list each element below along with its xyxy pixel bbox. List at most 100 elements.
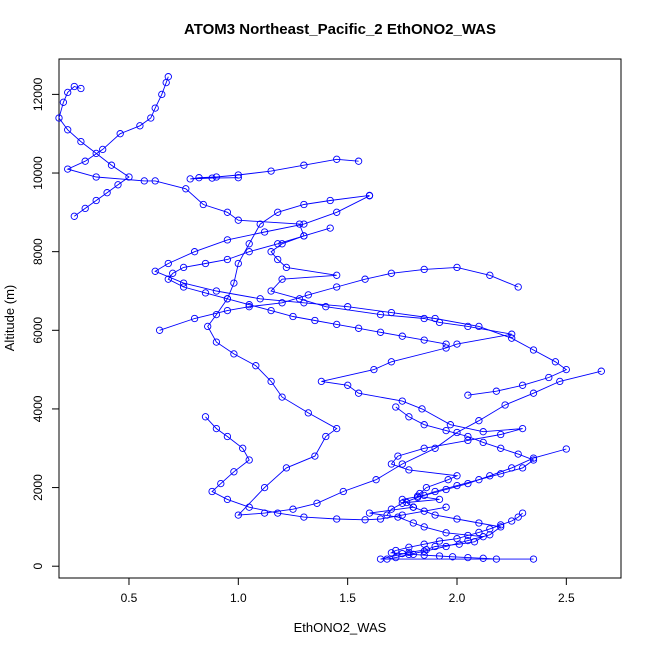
data-point bbox=[333, 515, 341, 523]
data-point bbox=[158, 90, 166, 99]
data-point bbox=[398, 397, 406, 405]
data-point bbox=[464, 322, 472, 331]
data-point bbox=[333, 271, 341, 279]
series-6 bbox=[155, 263, 522, 334]
x-tick-label: 2.0 bbox=[449, 591, 466, 605]
data-point bbox=[151, 104, 159, 112]
x-axis-label: EthONO2_WAS bbox=[294, 620, 387, 635]
series-10 bbox=[383, 403, 538, 519]
data-point bbox=[354, 324, 363, 332]
data-point bbox=[239, 444, 247, 452]
data-point bbox=[398, 460, 406, 468]
data-point bbox=[212, 424, 221, 433]
data-point bbox=[333, 424, 341, 433]
data-point bbox=[223, 208, 232, 216]
data-point bbox=[282, 464, 291, 472]
data-point bbox=[376, 515, 385, 523]
data-point bbox=[326, 224, 334, 232]
data-point bbox=[431, 487, 439, 496]
data-point bbox=[140, 177, 148, 185]
data-point bbox=[518, 464, 527, 472]
data-point bbox=[169, 269, 177, 277]
data-point bbox=[245, 303, 253, 311]
data-point bbox=[475, 476, 483, 484]
series-7 bbox=[186, 155, 363, 183]
data-point bbox=[409, 503, 417, 511]
data-point bbox=[333, 208, 341, 216]
data-point bbox=[394, 452, 402, 460]
data-point bbox=[398, 511, 406, 519]
data-point bbox=[212, 310, 221, 319]
data-point bbox=[234, 174, 242, 182]
data-point bbox=[479, 428, 487, 436]
data-point bbox=[514, 513, 522, 521]
data-point bbox=[562, 365, 570, 374]
data-point bbox=[322, 303, 330, 311]
data-point bbox=[267, 287, 275, 295]
data-point bbox=[311, 316, 319, 325]
data-point bbox=[387, 358, 396, 366]
y-tick-label: 6000 bbox=[31, 317, 45, 344]
data-point bbox=[420, 444, 428, 452]
data-point bbox=[300, 513, 308, 521]
series-3 bbox=[151, 192, 570, 399]
data-point bbox=[387, 269, 396, 277]
data-point bbox=[448, 553, 457, 561]
data-point bbox=[260, 509, 269, 517]
data-point bbox=[147, 114, 155, 122]
data-point bbox=[420, 540, 428, 548]
data-point bbox=[223, 295, 232, 303]
data-point bbox=[501, 401, 509, 409]
data-point bbox=[179, 283, 188, 291]
data-point bbox=[420, 336, 428, 344]
data-point bbox=[204, 322, 212, 331]
data-point bbox=[556, 377, 564, 386]
data-point bbox=[479, 533, 487, 541]
data-point bbox=[529, 456, 538, 464]
data-point bbox=[420, 523, 428, 531]
data-point bbox=[267, 167, 275, 175]
data-point bbox=[453, 263, 461, 272]
data-point bbox=[365, 509, 374, 517]
data-point bbox=[398, 332, 406, 340]
data-point bbox=[195, 174, 203, 182]
data-point bbox=[164, 73, 172, 81]
data-point bbox=[333, 283, 341, 291]
data-point bbox=[354, 157, 363, 165]
data-point bbox=[475, 322, 483, 331]
data-point bbox=[274, 509, 282, 517]
y-axis-label: Altitude (m) bbox=[2, 285, 17, 351]
y-tick-label: 10000 bbox=[31, 156, 45, 190]
data-point bbox=[562, 445, 570, 453]
data-point bbox=[508, 517, 516, 525]
data-point bbox=[344, 303, 352, 311]
data-point bbox=[304, 409, 312, 417]
data-point bbox=[442, 529, 450, 537]
data-point bbox=[252, 362, 260, 370]
series-line bbox=[167, 227, 447, 345]
data-point bbox=[464, 436, 472, 445]
data-point bbox=[256, 295, 264, 303]
data-point bbox=[81, 157, 89, 165]
data-point bbox=[107, 161, 116, 169]
data-point bbox=[217, 479, 225, 488]
y-tick-label: 12000 bbox=[31, 77, 45, 111]
data-point bbox=[486, 525, 494, 533]
data-point bbox=[230, 279, 238, 287]
series-2 bbox=[204, 191, 605, 519]
x-axis: 0.5 1.0 1.5 2.0 2.5 bbox=[121, 577, 575, 605]
data-point bbox=[136, 122, 144, 130]
data-point bbox=[230, 468, 238, 476]
y-tick-label: 0 bbox=[31, 563, 45, 570]
data-point bbox=[151, 177, 159, 185]
data-point bbox=[409, 519, 417, 527]
data-point bbox=[274, 208, 282, 216]
y-tick-label: 8000 bbox=[31, 238, 45, 265]
data-point bbox=[190, 248, 199, 256]
data-point bbox=[300, 220, 308, 228]
data-point bbox=[464, 432, 472, 441]
data-point bbox=[518, 381, 527, 389]
data-point bbox=[420, 507, 428, 515]
data-point bbox=[453, 481, 461, 490]
